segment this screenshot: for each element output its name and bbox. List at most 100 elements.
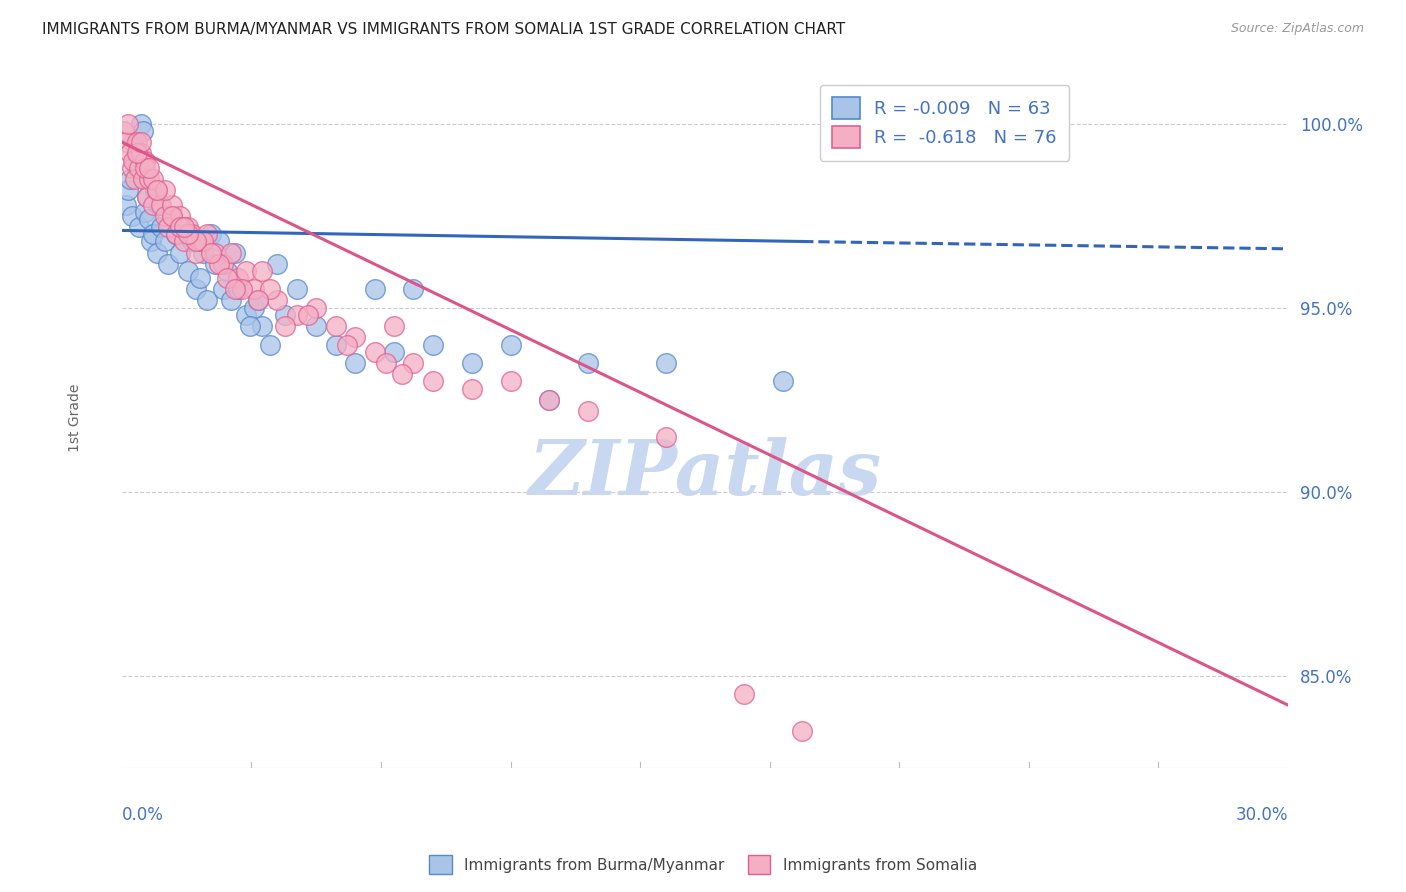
Point [173,219,195,234]
Point [772,374,794,388]
Point [129,135,152,149]
Point [173,235,195,249]
Point [193,235,215,249]
Text: 1st Grade: 1st Grade [67,384,82,452]
Point [285,282,308,296]
Point [165,227,187,241]
Point [142,197,165,211]
Point [177,264,200,278]
Point [122,135,145,149]
Point [204,256,226,270]
Point [239,319,262,334]
Point [127,146,149,161]
Point [235,308,257,322]
Point [124,153,146,168]
Point [136,190,159,204]
Text: 0.0%: 0.0% [122,806,163,824]
Point [121,209,143,223]
Point [121,161,143,175]
Point [325,319,347,334]
Point [246,293,269,308]
Point [538,392,561,407]
Point [118,172,141,186]
Point [129,117,152,131]
Point [169,209,191,223]
Point [188,271,211,285]
Point [118,146,141,161]
Point [538,392,561,407]
Point [153,209,176,223]
Point [127,135,149,149]
Point [499,374,522,388]
Point [208,256,231,270]
Point [297,308,319,322]
Point [153,235,176,249]
Text: Source: ZipAtlas.com: Source: ZipAtlas.com [1230,22,1364,36]
Point [363,282,385,296]
Point [325,337,347,351]
Point [134,205,156,219]
Point [138,161,160,175]
Point [142,227,165,241]
Point [363,344,385,359]
Point [180,235,202,249]
Point [132,172,155,186]
Point [114,135,136,149]
Point [391,367,413,381]
Point [128,161,150,175]
Point [344,356,367,370]
Point [162,197,184,211]
Point [184,245,207,260]
Point [165,227,187,241]
Point [117,183,139,197]
Point [250,319,273,334]
Point [250,264,273,278]
Point [193,245,215,260]
Point [231,282,253,296]
Point [224,245,246,260]
Point [177,227,200,241]
Point [200,245,222,260]
Point [228,282,250,296]
Text: ZIPatlas: ZIPatlas [529,437,882,511]
Point [460,356,482,370]
Point [219,293,242,308]
Point [792,723,814,738]
Point [117,117,139,131]
Point [219,245,242,260]
Point [112,124,135,138]
Point [188,235,211,249]
Point [173,219,195,234]
Point [122,153,145,168]
Point [243,282,266,296]
Point [127,161,149,175]
Point [215,264,238,278]
Point [162,209,184,223]
Point [129,146,152,161]
Point [336,337,359,351]
Point [212,256,235,270]
Point [422,374,444,388]
Point [204,245,226,260]
Point [195,293,218,308]
Point [138,212,160,227]
Point [165,227,187,241]
Point [285,308,308,322]
Point [128,219,150,234]
Point [402,356,425,370]
Point [146,245,169,260]
Point [266,256,288,270]
Point [134,153,156,168]
Point [157,219,180,234]
Point [134,172,156,186]
Point [305,319,328,334]
Point [259,282,281,296]
Point [576,403,599,417]
Point [132,124,155,138]
Point [114,197,136,211]
Legend: Immigrants from Burma/Myanmar, Immigrants from Somalia: Immigrants from Burma/Myanmar, Immigrant… [423,849,983,880]
Point [228,271,250,285]
Point [146,183,169,197]
Point [344,330,367,344]
Point [382,319,405,334]
